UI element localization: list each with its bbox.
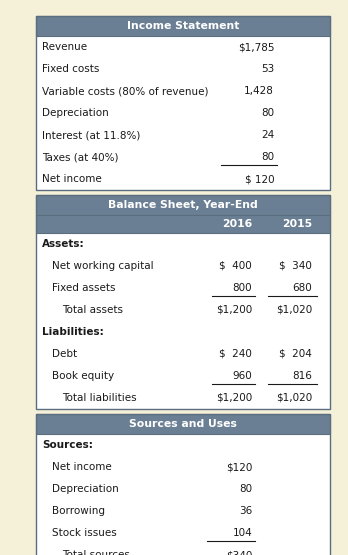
Text: Balance Sheet, Year-End: Balance Sheet, Year-End [108,200,258,210]
Bar [36,36,330,58]
Bar [36,215,330,233]
Text: $  400: $ 400 [219,261,252,271]
Bar [36,321,330,343]
Text: 80: 80 [261,152,274,162]
Text: Total sources: Total sources [62,550,130,555]
Text: 104: 104 [232,528,252,538]
Bar [36,387,330,409]
Text: Depreciation: Depreciation [42,108,109,118]
Text: 816: 816 [292,371,313,381]
Bar [36,365,330,387]
Text: Depreciation: Depreciation [52,484,119,494]
Text: $1,200: $1,200 [216,305,252,315]
Bar [36,500,330,522]
Text: Sources and Uses: Sources and Uses [129,419,237,429]
Text: Net income: Net income [42,174,102,184]
Text: $1,020: $1,020 [276,305,313,315]
Text: Book equity: Book equity [52,371,114,381]
Text: Taxes (at 40%): Taxes (at 40%) [42,152,119,162]
Text: Liabilities:: Liabilities: [42,327,104,337]
Bar [36,195,330,409]
Text: $340: $340 [226,550,252,555]
Text: 53: 53 [261,64,274,74]
Text: Variable costs (80% of revenue): Variable costs (80% of revenue) [42,86,208,96]
Text: Revenue: Revenue [42,42,87,52]
Text: Total liabilities: Total liabilities [62,393,137,403]
Text: Total assets: Total assets [62,305,123,315]
Bar [36,456,330,478]
Bar [36,146,330,168]
Bar [36,255,330,277]
Bar [36,102,330,124]
Bar [36,233,330,255]
Text: $  240: $ 240 [219,349,252,359]
Text: 24: 24 [261,130,274,140]
Text: Assets:: Assets: [42,239,85,249]
Text: $ 120: $ 120 [245,174,274,184]
Text: 36: 36 [239,506,252,516]
Bar [36,478,330,500]
Text: Income Statement: Income Statement [127,21,239,31]
Text: 680: 680 [293,283,313,293]
Text: Debt: Debt [52,349,77,359]
Text: $  340: $ 340 [279,261,313,271]
Text: Sources:: Sources: [42,440,93,450]
Bar [36,124,330,146]
Text: Stock issues: Stock issues [52,528,117,538]
Text: Borrowing: Borrowing [52,506,105,516]
Bar [36,195,330,215]
Bar [36,80,330,102]
Text: 2016: 2016 [222,219,252,229]
Bar [36,414,330,434]
Bar [36,414,330,555]
Bar [36,16,330,190]
Text: 800: 800 [232,283,252,293]
Text: Fixed assets: Fixed assets [52,283,116,293]
Text: 960: 960 [232,371,252,381]
Bar [36,434,330,456]
Bar [36,168,330,190]
Bar [36,343,330,365]
Text: $  204: $ 204 [279,349,313,359]
Bar [36,277,330,299]
Text: Fixed costs: Fixed costs [42,64,100,74]
Bar [36,58,330,80]
Bar [36,16,330,36]
Text: 80: 80 [239,484,252,494]
Text: $1,020: $1,020 [276,393,313,403]
Bar [36,522,330,544]
Bar [36,299,330,321]
Text: 1,428: 1,428 [244,86,274,96]
Text: $1,200: $1,200 [216,393,252,403]
Text: Net working capital: Net working capital [52,261,153,271]
Text: 80: 80 [261,108,274,118]
Text: 2015: 2015 [282,219,313,229]
Text: $1,785: $1,785 [238,42,274,52]
Text: $120: $120 [226,462,252,472]
Text: Interest (at 11.8%): Interest (at 11.8%) [42,130,140,140]
Text: Net income: Net income [52,462,112,472]
Bar [36,544,330,555]
